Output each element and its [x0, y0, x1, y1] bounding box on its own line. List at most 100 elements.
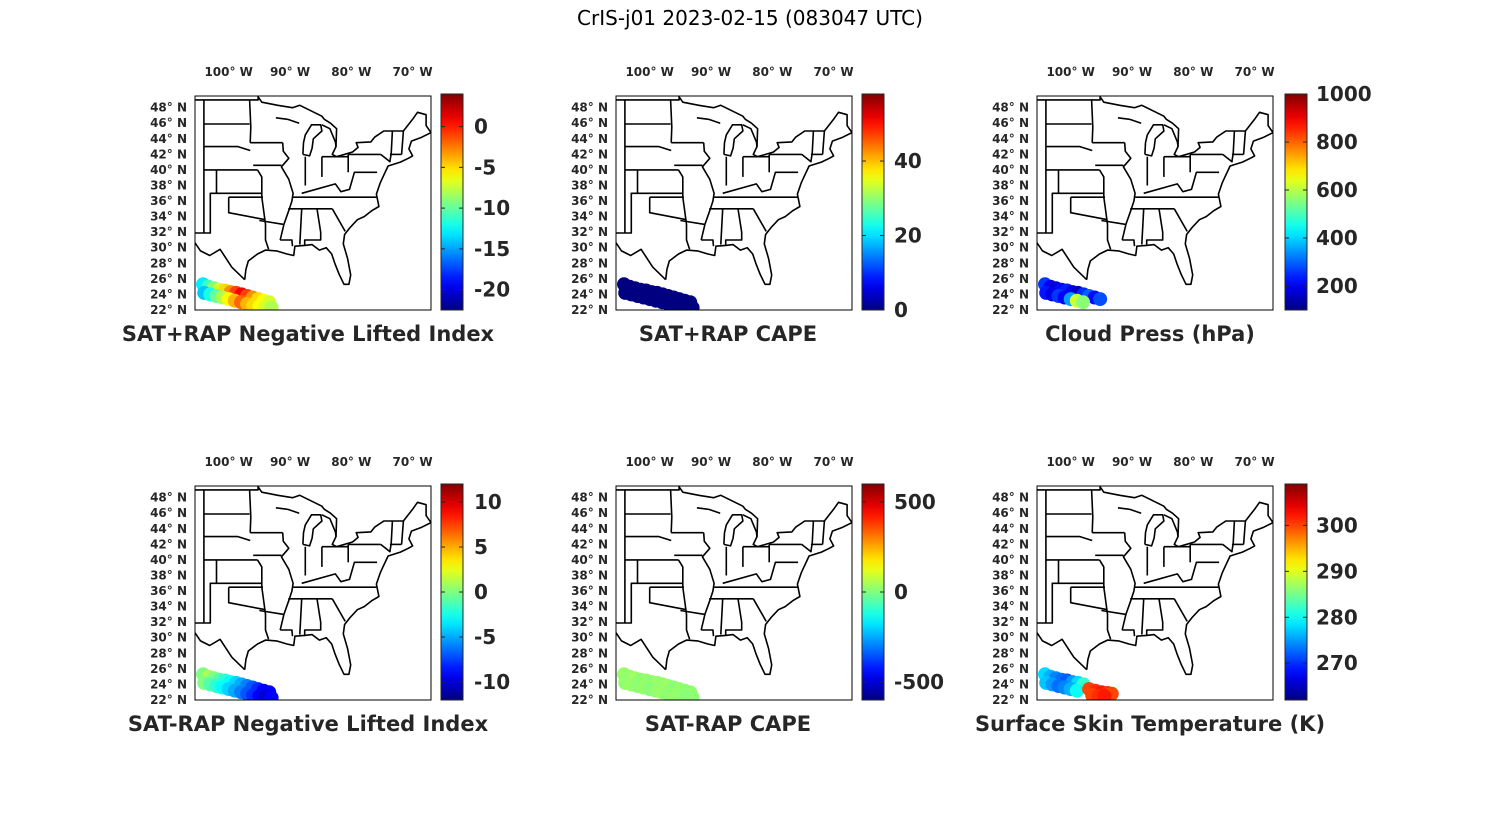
panel-sat-plus-rap-cape: 100° W 90° W 80° W 70° W 48° N46° N 44° N42° … — [571, 65, 922, 346]
lat-tick-label: 46° N — [992, 506, 1029, 520]
lat-tick-label: 26° N — [992, 662, 1029, 676]
lat-tick-label: 28° N — [992, 256, 1029, 270]
colorbar-tick-label: 0 — [474, 115, 488, 139]
colorbar-tick-label: -5 — [474, 155, 496, 179]
lat-tick-label: 30° N — [150, 631, 187, 645]
lat-tick-label: 22° N — [992, 303, 1029, 317]
colorbar-tick-label: 0 — [894, 580, 908, 604]
data-points — [617, 277, 700, 310]
lat-tick-label: 32° N — [571, 615, 608, 629]
lat-tick-label: 30° N — [150, 241, 187, 255]
lat-tick-label: 48° N — [992, 101, 1029, 115]
lat-tick-label: 38° N — [571, 569, 608, 583]
lat-tick-label: 22° N — [571, 693, 608, 707]
lat-tick-label: 40° N — [571, 553, 608, 567]
lat-tick-label: 42° N — [571, 147, 608, 161]
colorbar-tick-label: 500 — [894, 490, 936, 514]
lat-tick-label: 34° N — [992, 600, 1029, 614]
map-frame — [1036, 485, 1274, 701]
lat-tick-label: 44° N — [992, 132, 1029, 146]
lat-tick-label: 24° N — [571, 287, 608, 301]
lon-tick-label: 80° W — [331, 455, 371, 469]
colorbar-tick-label: 1000 — [1316, 82, 1372, 106]
colorbar-tick-label: 0 — [894, 298, 908, 322]
map-boundaries — [1037, 96, 1273, 286]
lat-tick-label: 28° N — [992, 646, 1029, 660]
lat-tick-label: 36° N — [992, 584, 1029, 598]
lat-tick-label: 34° N — [150, 210, 187, 224]
data-points — [1038, 277, 1108, 310]
lon-tick-label: 90° W — [270, 455, 310, 469]
data-point — [1076, 295, 1090, 310]
lat-tick-label: 38° N — [571, 179, 608, 193]
lat-tick-label: 30° N — [992, 241, 1029, 255]
lat-tick-label: 32° N — [150, 615, 187, 629]
lat-tick-label: 38° N — [150, 569, 187, 583]
data-points — [1038, 667, 1119, 700]
colorbar-tick-label: 300 — [1316, 513, 1358, 537]
colorbar-tick-label: 400 — [1316, 226, 1358, 250]
lat-tick-label: 36° N — [992, 194, 1029, 208]
lat-tick-label: 44° N — [571, 132, 608, 146]
lat-tick-label: 46° N — [150, 116, 187, 130]
colorbar-tick-label: 0 — [474, 580, 488, 604]
colorbar — [440, 93, 464, 311]
data-point — [1097, 689, 1112, 700]
lon-tick-label: 80° W — [752, 65, 792, 79]
lon-tick-label: 100° W — [1046, 65, 1094, 79]
lat-tick-label: 30° N — [571, 241, 608, 255]
lat-tick-label: 28° N — [150, 256, 187, 270]
colorbar-tick-label: 20 — [894, 224, 922, 248]
map-frame — [1036, 95, 1274, 311]
lat-tick-label: 30° N — [992, 631, 1029, 645]
colorbar — [861, 93, 885, 311]
lat-tick-label: 40° N — [571, 163, 608, 177]
lat-tick-label: 48° N — [571, 491, 608, 505]
panel-title: Cloud Press (hPa) — [1045, 322, 1255, 346]
colorbar-tick-label: -5 — [474, 625, 496, 649]
lat-tick-label: 22° N — [992, 693, 1029, 707]
lon-tick-label: 80° W — [1173, 455, 1213, 469]
lat-tick-label: 44° N — [150, 132, 187, 146]
lat-tick-label: 26° N — [150, 272, 187, 286]
map-frame — [194, 95, 432, 311]
lon-tick-label: 70° W — [393, 65, 433, 79]
panel-title: SAT-RAP CAPE — [645, 712, 811, 736]
lat-tick-label: 24° N — [992, 677, 1029, 691]
lat-tick-label: 40° N — [992, 553, 1029, 567]
lon-tick-label: 80° W — [752, 455, 792, 469]
data-point — [1093, 292, 1108, 307]
lat-tick-label: 46° N — [571, 116, 608, 130]
lat-tick-label: 30° N — [571, 631, 608, 645]
lat-tick-label: 46° N — [571, 506, 608, 520]
lat-tick-label: 38° N — [992, 179, 1029, 193]
lat-tick-label: 34° N — [571, 210, 608, 224]
lat-tick-label: 34° N — [992, 210, 1029, 224]
lat-tick-label: 34° N — [571, 600, 608, 614]
map-boundaries — [195, 96, 431, 286]
lat-tick-label: 24° N — [150, 677, 187, 691]
panel-title: Surface Skin Temperature (K) — [975, 712, 1325, 736]
map-boundaries — [195, 486, 431, 676]
panel-sat-plus-rap-lifted-index: 100° W 90° W 80° W 70° W 48° N46° N 44° N42° … — [122, 65, 510, 346]
colorbar-tick-label: 280 — [1316, 605, 1358, 629]
lat-tick-label: 24° N — [571, 677, 608, 691]
lon-tick-label: 80° W — [331, 65, 371, 79]
lat-tick-label: 42° N — [992, 147, 1029, 161]
lon-tick-label: 70° W — [1235, 455, 1275, 469]
lat-tick-label: 42° N — [571, 537, 608, 551]
lon-tick-label: 70° W — [393, 455, 433, 469]
lat-tick-label: 48° N — [992, 491, 1029, 505]
lat-tick-label: 22° N — [571, 303, 608, 317]
lat-tick-label: 46° N — [150, 506, 187, 520]
colorbar-tick-label: -10 — [474, 196, 510, 220]
lat-tick-label: 22° N — [150, 693, 187, 707]
colorbar-tick-label: 5 — [474, 535, 488, 559]
map-boundaries — [1037, 486, 1273, 676]
data-point — [685, 690, 700, 700]
colorbar-tick-label: -15 — [474, 237, 510, 261]
lat-tick-label: 32° N — [150, 225, 187, 239]
colorbar-tick-label: -10 — [474, 670, 510, 694]
lat-tick-label: 24° N — [992, 287, 1029, 301]
lon-tick-label: 90° W — [1112, 455, 1152, 469]
